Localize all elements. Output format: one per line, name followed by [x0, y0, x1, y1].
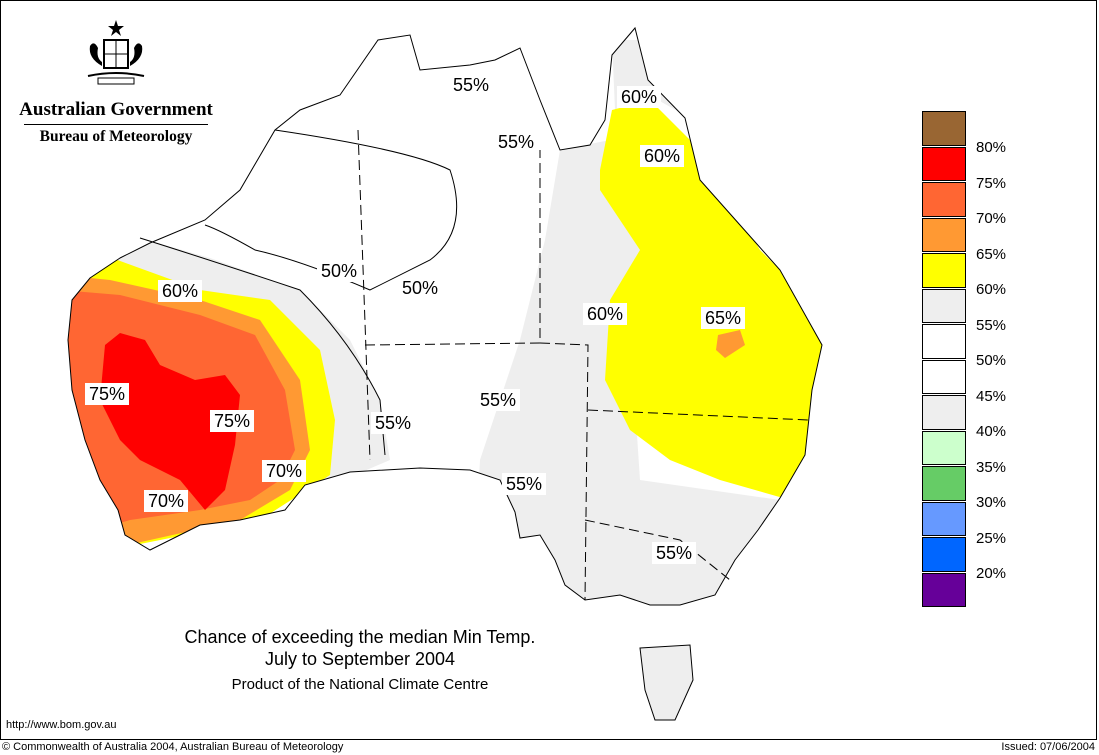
legend-label: 35%: [976, 458, 1007, 476]
label-box: [640, 145, 684, 167]
map-label: 60%: [621, 87, 657, 107]
probability-fields: [68, 40, 822, 605]
legend-swatch: [922, 359, 966, 394]
legend-swatch: [922, 111, 966, 146]
legend-label: 55%: [976, 316, 1007, 334]
contour-lines: [139, 129, 458, 456]
label-box: [502, 473, 546, 495]
bom-url-link[interactable]: http://www.bom.gov.au: [6, 719, 117, 731]
map-label: 50%: [321, 261, 357, 281]
legend-label: 75%: [976, 174, 1007, 192]
legend-swatch: [922, 253, 966, 288]
state-borders: [357, 129, 809, 601]
map-period: July to September 2004: [264, 649, 456, 669]
legend-label: 40%: [976, 423, 1007, 440]
map-title-block: Chance of exceeding the median Min Temp.…: [120, 626, 600, 693]
label-box: [652, 542, 696, 564]
label-box: [85, 383, 129, 405]
zone-65-queensland: [716, 330, 745, 358]
map-label: 55%: [480, 390, 516, 410]
coastline: [67, 26, 823, 606]
map-label: 55%: [453, 75, 489, 95]
product-credit: Product of the National Climate Centre: [231, 676, 489, 693]
label-box: [476, 389, 520, 411]
zone-75-west: [100, 333, 240, 510]
legend-swatch: [922, 572, 966, 607]
map-label: 50%: [402, 278, 438, 298]
map-label: 60%: [162, 281, 198, 301]
legend-swatch: [922, 288, 966, 323]
map-label: 70%: [148, 491, 184, 511]
legend-label: 80%: [976, 139, 1007, 156]
label-box: [317, 260, 361, 282]
map-label: 55%: [656, 543, 692, 563]
logo-divider: [24, 124, 208, 125]
zone-60-queensland: [600, 100, 822, 500]
label-box: [617, 86, 661, 108]
map-label: 75%: [89, 384, 125, 404]
map-label: 55%: [506, 474, 542, 494]
agency-logo: Australian Government Bureau of Meteorol…: [18, 18, 214, 146]
legend-label: 50%: [976, 352, 1007, 369]
label-box: [210, 410, 254, 432]
legend-label: 65%: [976, 245, 1007, 263]
legend-swatch: [922, 182, 966, 217]
legend-swatch: [922, 537, 966, 572]
map-label: 65%: [705, 308, 741, 328]
government-title: Australian Government: [19, 99, 213, 120]
issued-date: Issued: 07/06/2004: [1001, 741, 1095, 753]
label-box: [371, 412, 415, 434]
map-label: 60%: [644, 146, 680, 166]
label-box: [701, 307, 745, 329]
map-label: 75%: [214, 411, 250, 431]
legend-swatch: [922, 466, 966, 501]
legend-label: 25%: [976, 529, 1007, 547]
legend-swatch: [922, 217, 966, 252]
legend-swatch: [922, 430, 966, 465]
coat-of-arms-icon: [87, 20, 145, 85]
label-box: [262, 460, 306, 482]
legend-label: 45%: [976, 387, 1007, 405]
label-box: [144, 490, 188, 512]
map-label: 55%: [375, 413, 411, 433]
legend-swatch: [922, 395, 966, 430]
legend-swatch: [922, 501, 966, 536]
footer-bar: © Commonwealth of Australia 2004, Austra…: [0, 740, 1099, 755]
label-box: [158, 280, 202, 302]
copyright-notice: © Commonwealth of Australia 2004, Austra…: [2, 741, 344, 753]
label-box: [583, 303, 627, 325]
label-box: [398, 277, 442, 299]
legend-label: 30%: [976, 494, 1007, 511]
bureau-title: Bureau of Meteorology: [39, 128, 193, 145]
label-box: [449, 74, 493, 96]
legend-label: 60%: [976, 281, 1007, 298]
map-label: 70%: [266, 461, 302, 481]
map-title: Chance of exceeding the median Min Temp.: [184, 627, 536, 647]
zone-55-east: [470, 140, 822, 605]
map-label: 55%: [498, 132, 534, 152]
tasmania: [639, 644, 694, 721]
legend-swatch: [922, 324, 966, 359]
map-label: 60%: [587, 304, 623, 324]
label-box: [494, 131, 538, 153]
legend-swatch: [922, 146, 966, 181]
legend-label: 20%: [976, 565, 1007, 582]
map-labels: 55% 55% 60% 60% 50% 50% 60% 60% 65% 75% …: [85, 74, 745, 564]
legend-label: 70%: [976, 210, 1007, 227]
